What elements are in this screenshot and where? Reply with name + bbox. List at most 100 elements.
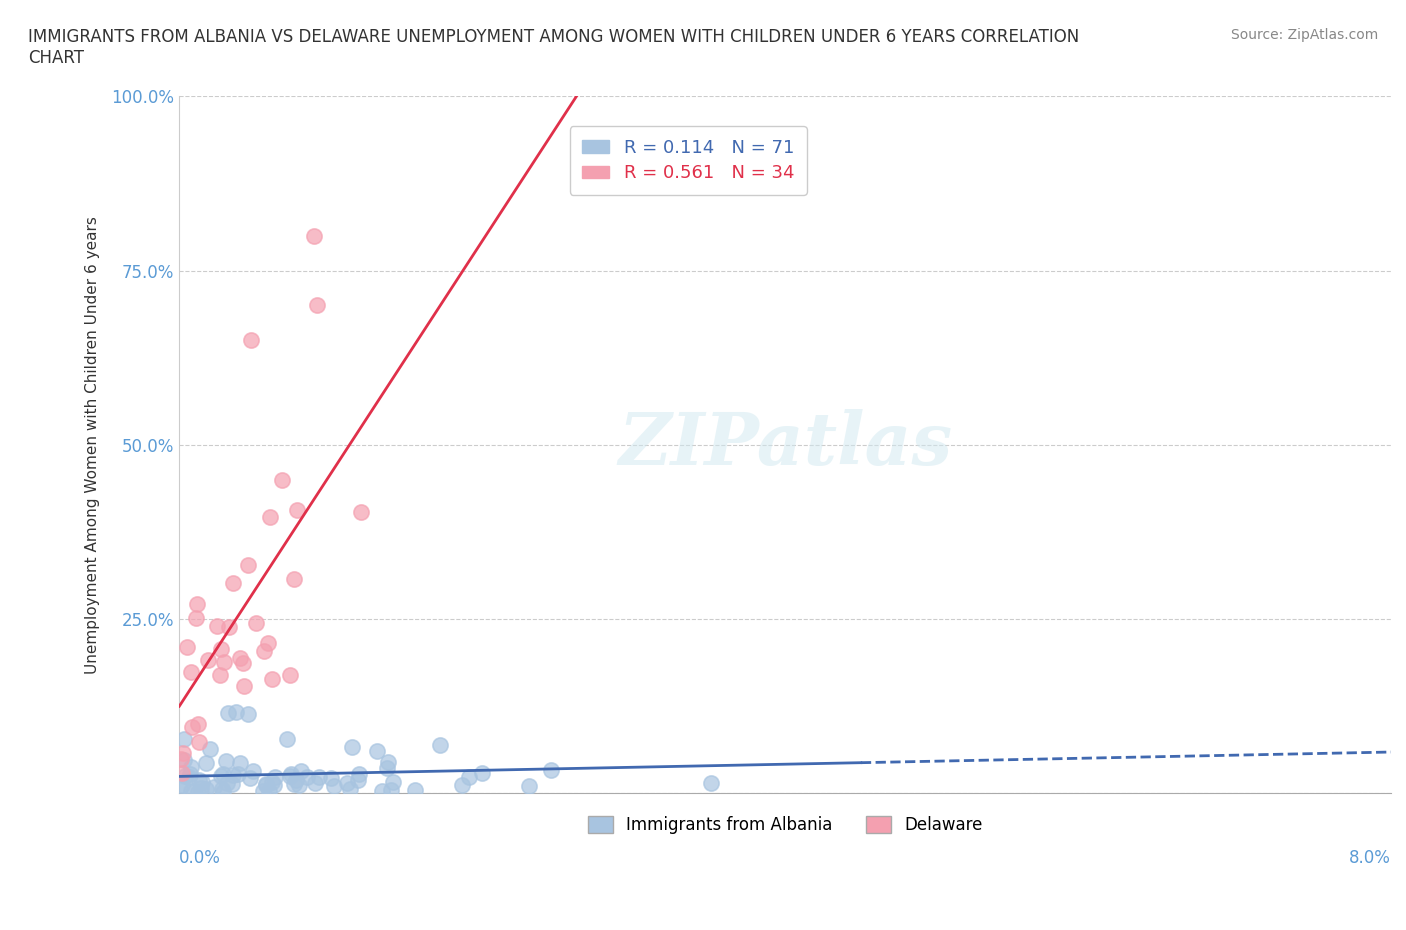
Point <box>233 679 256 694</box>
Point <box>450 777 472 792</box>
Point <box>187 716 209 731</box>
Point <box>179 766 201 781</box>
Point <box>308 769 330 784</box>
Point <box>371 783 394 798</box>
Point <box>283 572 305 587</box>
Point <box>205 618 228 633</box>
Point <box>211 767 233 782</box>
Point <box>242 764 264 778</box>
Point <box>280 766 302 781</box>
Point <box>380 782 402 797</box>
Point <box>382 775 405 790</box>
Point <box>184 611 207 626</box>
Text: 8.0%: 8.0% <box>1350 849 1391 867</box>
Point <box>278 768 301 783</box>
Point <box>260 775 283 790</box>
Point <box>228 651 250 666</box>
Point <box>180 759 202 774</box>
Point <box>339 781 361 796</box>
Point <box>195 782 218 797</box>
Point <box>212 785 235 800</box>
Point <box>226 766 249 781</box>
Point <box>284 773 307 788</box>
Text: IMMIGRANTS FROM ALBANIA VS DELAWARE UNEMPLOYMENT AMONG WOMEN WITH CHILDREN UNDER: IMMIGRANTS FROM ALBANIA VS DELAWARE UNEM… <box>28 28 1080 67</box>
Point <box>429 737 451 752</box>
Point <box>336 775 359 790</box>
Point <box>187 735 209 750</box>
Point <box>198 741 221 756</box>
Point <box>252 644 274 658</box>
Point <box>304 776 326 790</box>
Point <box>302 229 325 244</box>
Point <box>215 753 238 768</box>
Point <box>217 706 239 721</box>
Point <box>228 756 250 771</box>
Point <box>170 751 193 766</box>
Point <box>190 775 212 790</box>
Point <box>176 640 198 655</box>
Point <box>307 298 329 312</box>
Point <box>270 472 292 487</box>
Point <box>287 777 309 792</box>
Point <box>259 510 281 525</box>
Point <box>188 772 211 787</box>
Point <box>215 776 238 790</box>
Point <box>190 780 212 795</box>
Point <box>404 782 426 797</box>
Point <box>290 764 312 778</box>
Point <box>202 779 225 794</box>
Point <box>225 705 247 720</box>
Point <box>169 779 191 794</box>
Point <box>187 784 209 799</box>
Point <box>471 765 494 780</box>
Point <box>186 597 208 612</box>
Point <box>256 777 278 791</box>
Point <box>700 776 723 790</box>
Point <box>321 771 343 786</box>
Point <box>209 642 232 657</box>
Point <box>170 765 193 780</box>
Text: ZIPatlas: ZIPatlas <box>619 409 952 480</box>
Point <box>239 771 262 786</box>
Point <box>323 778 346 793</box>
Point <box>218 620 240 635</box>
Point <box>283 777 305 792</box>
Text: Source: ZipAtlas.com: Source: ZipAtlas.com <box>1230 28 1378 42</box>
Y-axis label: Unemployment Among Women with Children Under 6 years: Unemployment Among Women with Children U… <box>86 216 100 673</box>
Point <box>232 656 254 671</box>
Point <box>222 768 245 783</box>
Point <box>540 763 562 777</box>
Point <box>222 576 245 591</box>
Point <box>517 778 540 793</box>
Point <box>349 505 371 520</box>
Point <box>211 781 233 796</box>
Point <box>180 783 202 798</box>
Point <box>252 784 274 799</box>
Point <box>278 668 301 683</box>
Point <box>197 653 219 668</box>
Point <box>257 783 280 798</box>
Text: 0.0%: 0.0% <box>180 849 221 867</box>
Point <box>173 753 195 768</box>
Point <box>183 785 205 800</box>
Point <box>257 636 280 651</box>
Point <box>366 743 388 758</box>
Point <box>238 557 260 572</box>
Point <box>221 777 243 791</box>
Point <box>347 772 370 787</box>
Point <box>377 755 399 770</box>
Point <box>342 740 364 755</box>
Point <box>295 769 318 784</box>
Point <box>260 671 283 686</box>
Point <box>349 766 371 781</box>
Point <box>276 731 298 746</box>
Point <box>209 668 232 683</box>
Point <box>263 777 285 792</box>
Point <box>181 720 204 735</box>
Point <box>375 760 398 775</box>
Point <box>264 770 287 785</box>
Legend: Immigrants from Albania, Delaware: Immigrants from Albania, Delaware <box>581 809 990 841</box>
Point <box>238 706 260 721</box>
Point <box>174 768 197 783</box>
Point <box>212 655 235 670</box>
